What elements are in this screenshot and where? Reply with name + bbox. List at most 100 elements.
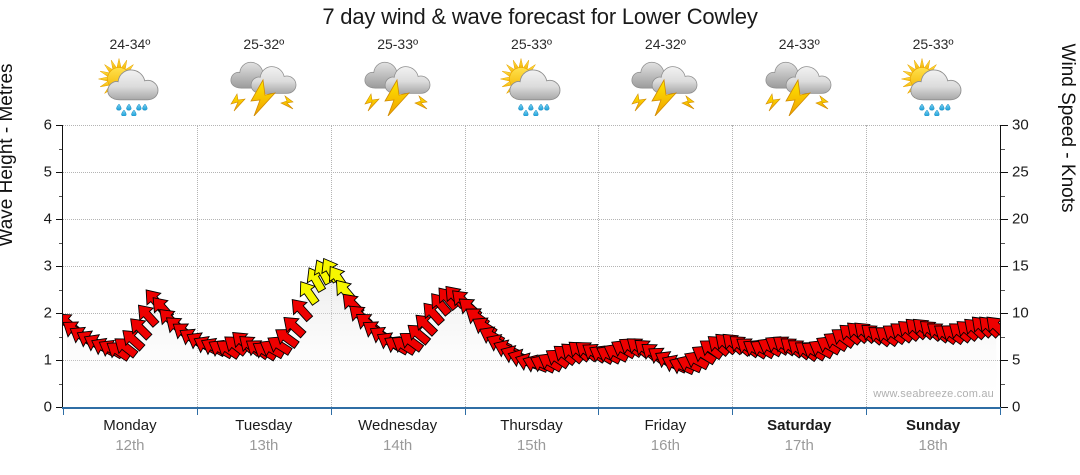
- left-axis-spine: [62, 125, 63, 407]
- right-axis-tick-label: 15: [1012, 257, 1029, 275]
- day-footer-tuesday: Tuesday 13th: [197, 416, 331, 466]
- day-header-tuesday: 25-32º: [197, 36, 331, 122]
- right-axis-tick-label: 10: [1012, 304, 1029, 322]
- day-header-saturday: 24-33º: [732, 36, 866, 122]
- temperature-range-label: 24-33º: [778, 36, 820, 52]
- cloud-lightning-icon: [628, 54, 702, 116]
- temperature-range-label: 24-34º: [109, 36, 151, 52]
- day-footer-sunday: Sunday 18th: [866, 416, 1000, 466]
- right-axis-tick: [1001, 266, 1008, 267]
- wind-direction-arrow: [299, 281, 320, 306]
- left-axis-tick: [56, 360, 63, 361]
- day-boundary-gridline: [464, 125, 466, 407]
- sun-cloud-rain-icon: [495, 54, 569, 116]
- left-axis-title: Wave Height - Metres: [0, 63, 17, 247]
- day-name-label: Friday: [644, 417, 687, 434]
- day-header-thursday: 25-33º: [465, 36, 599, 122]
- right-axis-tick-label: 20: [1012, 210, 1029, 228]
- right-axis-tick: [1001, 313, 1008, 314]
- day-name-label: Monday: [103, 417, 157, 434]
- wind-direction-arrow: [130, 318, 153, 341]
- day-boundary-gridline: [598, 125, 600, 407]
- left-axis-minor-tick: [59, 289, 63, 291]
- right-axis-tick: [1001, 360, 1008, 361]
- right-axis-title: Wind Speed - Knots: [1057, 43, 1078, 213]
- right-axis-tick-label: 25: [1012, 163, 1029, 181]
- wave-height-shading: [66, 269, 997, 407]
- day-header-band: 24-34º 25-32º 25-33º 25-33º 24-32º 24-33º 25-3…: [63, 36, 1000, 122]
- day-header-wednesday: 25-33º: [331, 36, 465, 122]
- right-axis-spine: [1000, 125, 1001, 407]
- day-name-label: Saturday: [767, 417, 832, 434]
- chart-plot-area: 0 0 1 5 2 10 3 15 4 20 5 25 6 30 www.seabreeze.com.au: [44, 117, 1029, 416]
- x-axis-day-tick: [866, 407, 868, 415]
- left-axis-tick: [56, 407, 63, 408]
- day-footer-band: Monday 12th Tuesday 13th Wednesday 14th Thursd…: [63, 416, 1000, 466]
- day-footer-wednesday: Wednesday 14th: [331, 416, 465, 466]
- wind-direction-arrow: [986, 316, 1000, 339]
- x-axis-day-tick: [464, 407, 466, 415]
- day-date-label: 14th: [383, 437, 413, 454]
- left-axis-minor-tick: [59, 336, 63, 338]
- left-axis-tick: [56, 219, 63, 220]
- horizontal-gridline: [63, 172, 1000, 173]
- left-axis-tick-label: 4: [43, 210, 52, 228]
- day-date-label: 18th: [918, 437, 948, 454]
- left-axis-tick-label: 3: [43, 257, 52, 275]
- right-axis-tick: [1001, 407, 1008, 408]
- left-axis-tick-label: 6: [43, 116, 52, 134]
- day-date-label: 17th: [784, 437, 814, 454]
- left-axis-tick: [56, 266, 63, 267]
- wind-direction-arrow: [291, 299, 314, 323]
- left-axis-tick: [56, 125, 63, 126]
- wind-direction-arrow: [122, 330, 146, 352]
- left-axis-tick: [56, 313, 63, 314]
- cloud-lightning-icon: [361, 54, 435, 116]
- right-axis-tick: [1001, 172, 1008, 173]
- x-axis-day-tick: [63, 407, 64, 415]
- left-axis-tick-label: 2: [43, 304, 52, 322]
- right-axis-minor-tick: [1001, 242, 1005, 244]
- day-date-label: 15th: [516, 437, 547, 454]
- right-axis-tick: [1001, 125, 1008, 126]
- x-axis-day-tick: [732, 407, 734, 415]
- horizontal-gridline: [63, 125, 1000, 126]
- right-axis-minor-tick: [1001, 383, 1005, 385]
- sun-cloud-rain-icon: [93, 54, 167, 116]
- day-header-sunday: 25-33º: [866, 36, 1000, 122]
- right-axis-tick-label: 0: [1012, 398, 1021, 416]
- right-axis-minor-tick: [1001, 336, 1005, 338]
- right-axis-tick-label: 30: [1012, 116, 1029, 134]
- left-axis-tick: [56, 172, 63, 173]
- wind-direction-arrow: [415, 314, 439, 337]
- left-axis-minor-tick: [59, 242, 63, 244]
- left-axis-tick-label: 1: [43, 351, 52, 369]
- day-name-label: Sunday: [905, 417, 961, 434]
- day-date-label: 16th: [650, 437, 680, 454]
- x-axis-day-tick: [598, 407, 600, 415]
- left-axis-minor-tick: [59, 195, 63, 197]
- day-date-label: 12th: [115, 437, 145, 454]
- temperature-range-label: 25-33º: [377, 36, 419, 52]
- day-footer-saturday: Saturday 17th: [732, 416, 866, 466]
- right-axis-minor-tick: [1001, 148, 1005, 150]
- page-title: 7 day wind & wave forecast for Lower Cow…: [322, 4, 758, 29]
- day-name-label: Tuesday: [235, 417, 293, 434]
- x-axis-day-tick: [196, 407, 198, 415]
- x-axis-day-tick: [1000, 407, 1001, 415]
- day-header-friday: 24-32º: [598, 36, 732, 122]
- temperature-range-label: 25-33º: [511, 36, 552, 52]
- day-footer-monday: Monday 12th: [63, 416, 197, 466]
- day-date-label: 13th: [249, 437, 279, 454]
- sun-cloud-rain-icon: [896, 54, 970, 116]
- wind-arrow-series: [63, 125, 1000, 407]
- day-footer-friday: Friday 16th: [598, 416, 732, 466]
- wind-direction-arrow: [283, 316, 307, 339]
- horizontal-gridline: [63, 266, 1000, 267]
- day-boundary-gridline: [732, 125, 734, 407]
- left-axis-minor-tick: [59, 148, 63, 150]
- horizontal-gridline: [63, 313, 1000, 314]
- watermark: www.seabreeze.com.au: [873, 388, 994, 400]
- day-header-monday: 24-34º: [63, 36, 197, 122]
